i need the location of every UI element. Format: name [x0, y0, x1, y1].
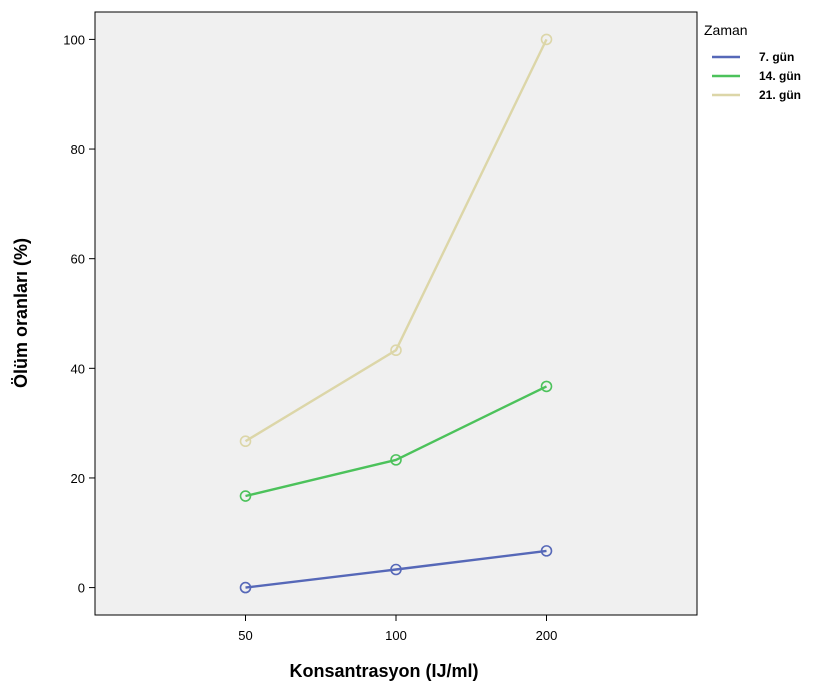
- y-tick-label: 0: [78, 581, 85, 596]
- x-axis: 50 100 200: [238, 615, 557, 643]
- data-point: [239, 435, 252, 448]
- data-point: [540, 380, 553, 393]
- y-tick-label: 20: [71, 471, 85, 486]
- series-line: [244, 38, 548, 443]
- series-3: [239, 33, 553, 448]
- series-line: [245, 549, 547, 589]
- y-tick-label: 60: [71, 252, 85, 267]
- y-tick-label: 100: [63, 32, 85, 47]
- data-point: [390, 344, 402, 357]
- y-axis-title: Ölüm oranları (%): [11, 238, 31, 388]
- legend-item: 14. gün: [712, 69, 801, 83]
- legend-items: 7. gün 14. gün 21. gün: [712, 50, 801, 102]
- legend-label: 21. gün: [759, 88, 801, 102]
- legend: Zaman 7. gün 14. gün 21. gün: [704, 22, 801, 102]
- data-point: [239, 581, 252, 594]
- x-tick-label: 200: [536, 628, 558, 643]
- y-tick-label: 40: [71, 361, 85, 376]
- series-line: [245, 385, 548, 498]
- series-layer: [239, 33, 553, 594]
- data-point: [390, 454, 402, 466]
- legend-title: Zaman: [704, 22, 748, 38]
- data-point: [540, 33, 553, 46]
- series-1: [239, 545, 553, 594]
- x-axis-title: Konsantrasyon (IJ/ml): [289, 661, 478, 681]
- legend-label: 14. gün: [759, 69, 801, 83]
- data-point: [540, 545, 553, 557]
- plot-area: [94, 11, 698, 616]
- y-tick-label: 80: [71, 142, 85, 157]
- legend-item: 7. gün: [712, 50, 794, 64]
- x-tick-label: 100: [385, 628, 407, 643]
- legend-label: 7. gün: [759, 50, 794, 64]
- y-axis: 0 20 40 60 80 100: [63, 32, 95, 596]
- data-point: [239, 490, 252, 502]
- legend-item: 21. gün: [712, 88, 801, 102]
- data-point: [390, 563, 402, 576]
- x-tick-label: 50: [238, 628, 252, 643]
- series-2: [239, 380, 553, 502]
